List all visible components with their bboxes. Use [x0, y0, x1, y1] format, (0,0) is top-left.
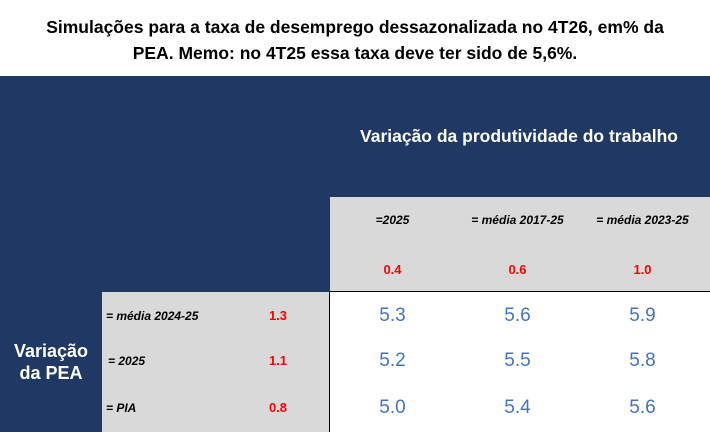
- table-cell: 5.4: [504, 397, 531, 418]
- row-value-3: 0.8: [268, 400, 288, 415]
- table-cell: 5.3: [379, 305, 406, 326]
- row-label-2: = 2025: [108, 354, 146, 368]
- header-background: [0, 76, 710, 197]
- table-cell: 5.9: [629, 305, 656, 326]
- table-cell: 5.6: [629, 397, 656, 418]
- results-left-border: [329, 291, 330, 432]
- results-area: [330, 292, 710, 432]
- pea-header-line-2: da PEA: [19, 363, 83, 383]
- row-value-2: 1.1: [268, 353, 288, 368]
- productivity-header: Variação da produtividade do trabalho: [360, 126, 678, 146]
- table-cell: 5.5: [504, 350, 531, 371]
- row-label-1: = média 2024-25: [106, 309, 199, 323]
- pea-header: Variação da PEA: [0, 340, 102, 384]
- row-value-1: 1.3: [268, 308, 288, 323]
- title-line-2: PEA. Memo: no 4T25 essa taxa deve ter si…: [132, 43, 578, 63]
- column-label-2: = média 2017-25: [471, 213, 564, 227]
- table-cell: 5.6: [504, 305, 531, 326]
- column-value-2: 0.6: [508, 262, 527, 277]
- row-labels-background: [102, 292, 330, 432]
- column-label-1: =2025: [375, 213, 410, 227]
- results-top-border: [330, 291, 710, 292]
- column-labels-background: [330, 197, 710, 292]
- title-line-1: Simulações para a taxa de desemprego des…: [46, 17, 664, 37]
- table-cell: 5.0: [379, 397, 406, 418]
- table-cell: 5.2: [379, 350, 406, 371]
- column-label-3: = média 2023-25: [596, 213, 689, 227]
- table-title: Simulações para a taxa de desemprego des…: [0, 14, 710, 66]
- pea-header-line-1: Variação: [13, 341, 89, 361]
- row-header-background: [0, 197, 330, 292]
- column-value-3: 1.0: [633, 262, 652, 277]
- row-label-3: = PIA: [106, 401, 137, 415]
- row-header-background-lower: [0, 292, 102, 432]
- table-cell: 5.8: [629, 350, 656, 371]
- column-value-1: 0.4: [383, 262, 402, 277]
